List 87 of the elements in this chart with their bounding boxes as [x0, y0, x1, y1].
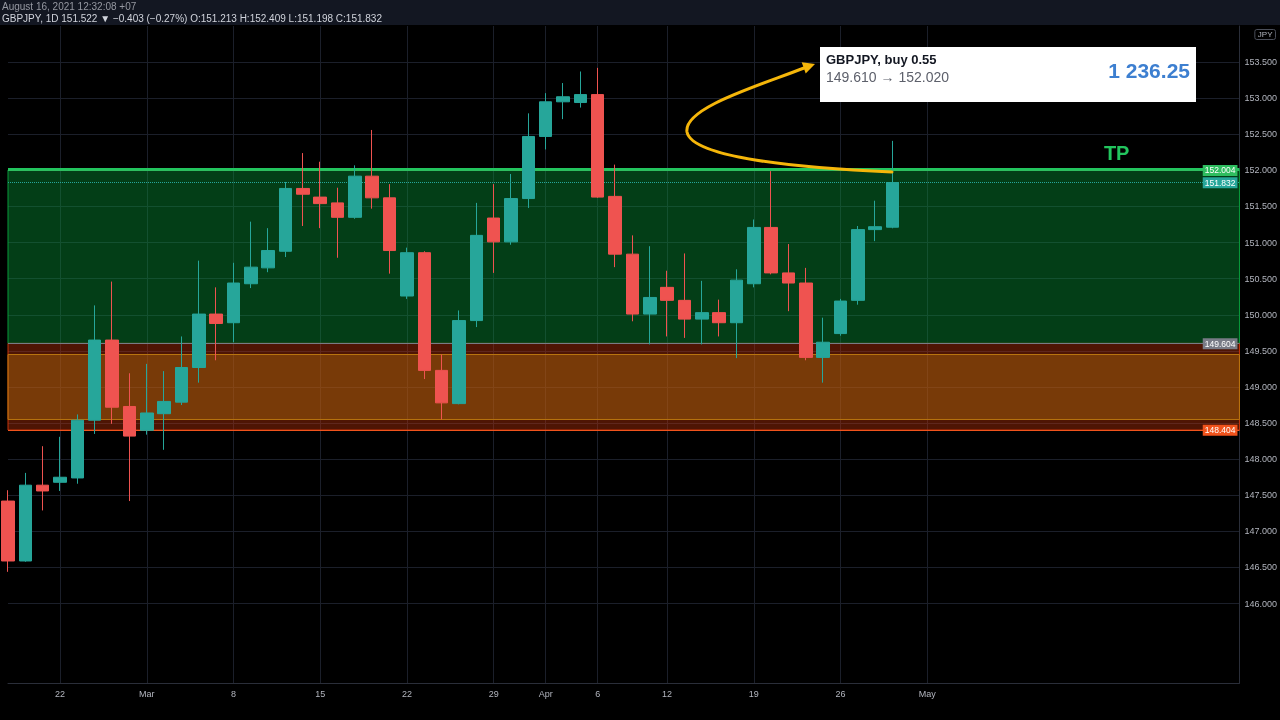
candlestick [209, 286, 223, 361]
y-tick-label: 148.500 [1244, 418, 1278, 429]
y-tick-label: 150.500 [1244, 273, 1278, 284]
candlestick [470, 202, 483, 328]
x-tick-label: 22 [55, 688, 66, 699]
candlestick [868, 200, 882, 242]
x-tick-label: 6 [595, 688, 601, 699]
x-tick-label: 26 [835, 688, 846, 699]
candlestick [608, 164, 622, 268]
candlestick [643, 245, 657, 345]
candlestick [383, 183, 396, 275]
candlestick [834, 298, 847, 337]
candlestick [799, 267, 813, 361]
candlestick [331, 187, 344, 259]
annotation: GBPJPY, buy 0.55 [826, 52, 937, 67]
candlestick [574, 70, 587, 109]
candlestick [400, 247, 414, 300]
candlestick [140, 363, 154, 436]
y-tick-label: 147.000 [1244, 526, 1278, 537]
candlestick [851, 225, 865, 306]
y-tick-label: 152.500 [1244, 129, 1278, 140]
x-tick-label: Apr [538, 688, 553, 699]
candlestick [747, 218, 761, 288]
ref-line-label: 151.832 [1204, 177, 1236, 188]
candlestick [71, 413, 84, 485]
candlestick [626, 234, 639, 322]
text: August 16, 2021 12:32:08 +07 [2, 0, 137, 12]
candlestick [365, 129, 379, 210]
x-tick-label: 15 [315, 688, 326, 699]
candlestick [296, 152, 310, 227]
candlestick [435, 354, 448, 420]
candlestick [418, 250, 431, 380]
y-tick-label: 146.500 [1244, 562, 1278, 573]
candlestick [53, 436, 67, 492]
ref-line-label: TP [1103, 141, 1130, 164]
candlestick [816, 317, 830, 384]
candlestick [782, 243, 795, 312]
candlestick [261, 227, 275, 273]
candlestick [660, 270, 674, 337]
x-tick-label: Mar [139, 688, 155, 699]
y-tick-label: 150.000 [1244, 309, 1278, 320]
candlestick [313, 161, 327, 229]
candlestick [487, 183, 500, 274]
candlestick [678, 252, 691, 339]
y-tick-label: 149.500 [1244, 345, 1278, 356]
x-tick-label: 12 [662, 688, 673, 699]
y-tick-label: 146.000 [1244, 598, 1278, 609]
candlestick [175, 335, 188, 406]
y-tick-label: 153.500 [1244, 57, 1278, 68]
y-tick-label: 147.500 [1244, 490, 1278, 501]
candlestick [227, 262, 240, 343]
annotation: 1 236.25 [1108, 59, 1190, 83]
x-tick-label: May [918, 688, 937, 699]
candlestick [19, 472, 32, 563]
candlestick [712, 299, 726, 337]
candlestick [730, 268, 743, 359]
y-tick-label: 151.500 [1244, 201, 1278, 212]
y-tick-label: 149.000 [1244, 381, 1278, 392]
x-tick-label: 19 [748, 688, 759, 699]
candlestick [556, 82, 570, 120]
ref-line-label: 149.604 [1204, 338, 1236, 349]
x-tick-label: 22 [401, 688, 412, 699]
candlestick [695, 280, 709, 345]
candlestick [36, 445, 49, 511]
candlestick [764, 170, 778, 275]
candlestick [88, 304, 101, 435]
y-tick-label: 151.000 [1244, 237, 1278, 248]
candlestick [244, 221, 258, 289]
candlestick [452, 309, 466, 405]
candlestick [1, 489, 15, 573]
candlestick [539, 92, 552, 150]
candlestick [192, 260, 206, 384]
candlestick [591, 67, 604, 199]
ref-line-label: 152.004 [1204, 165, 1236, 176]
x-tick-label: 29 [488, 688, 499, 699]
candlestick [123, 372, 136, 502]
y-tick-label: 152.000 [1244, 165, 1278, 176]
chart-title: GBPJPY, 1D 151.522 ▼ −0.403 (−0.27%) O:151.213 H:152.409 L:151.198 C:151.832 [2, 12, 383, 24]
annotation: 149.610 → 152.020 [826, 69, 949, 85]
candlestick [105, 281, 119, 425]
note-card: GBPJPY, buy 0.55 149.610 → 152.020 1 236.25 [820, 47, 1196, 102]
y-tick-label: 153.000 [1244, 93, 1278, 104]
y-axis-title: JPY [1257, 30, 1274, 39]
y-tick-label: 148.000 [1244, 454, 1278, 465]
ref-line-label: 148.404 [1204, 425, 1236, 436]
x-tick-label: 8 [230, 688, 236, 699]
candlestick [157, 370, 171, 451]
